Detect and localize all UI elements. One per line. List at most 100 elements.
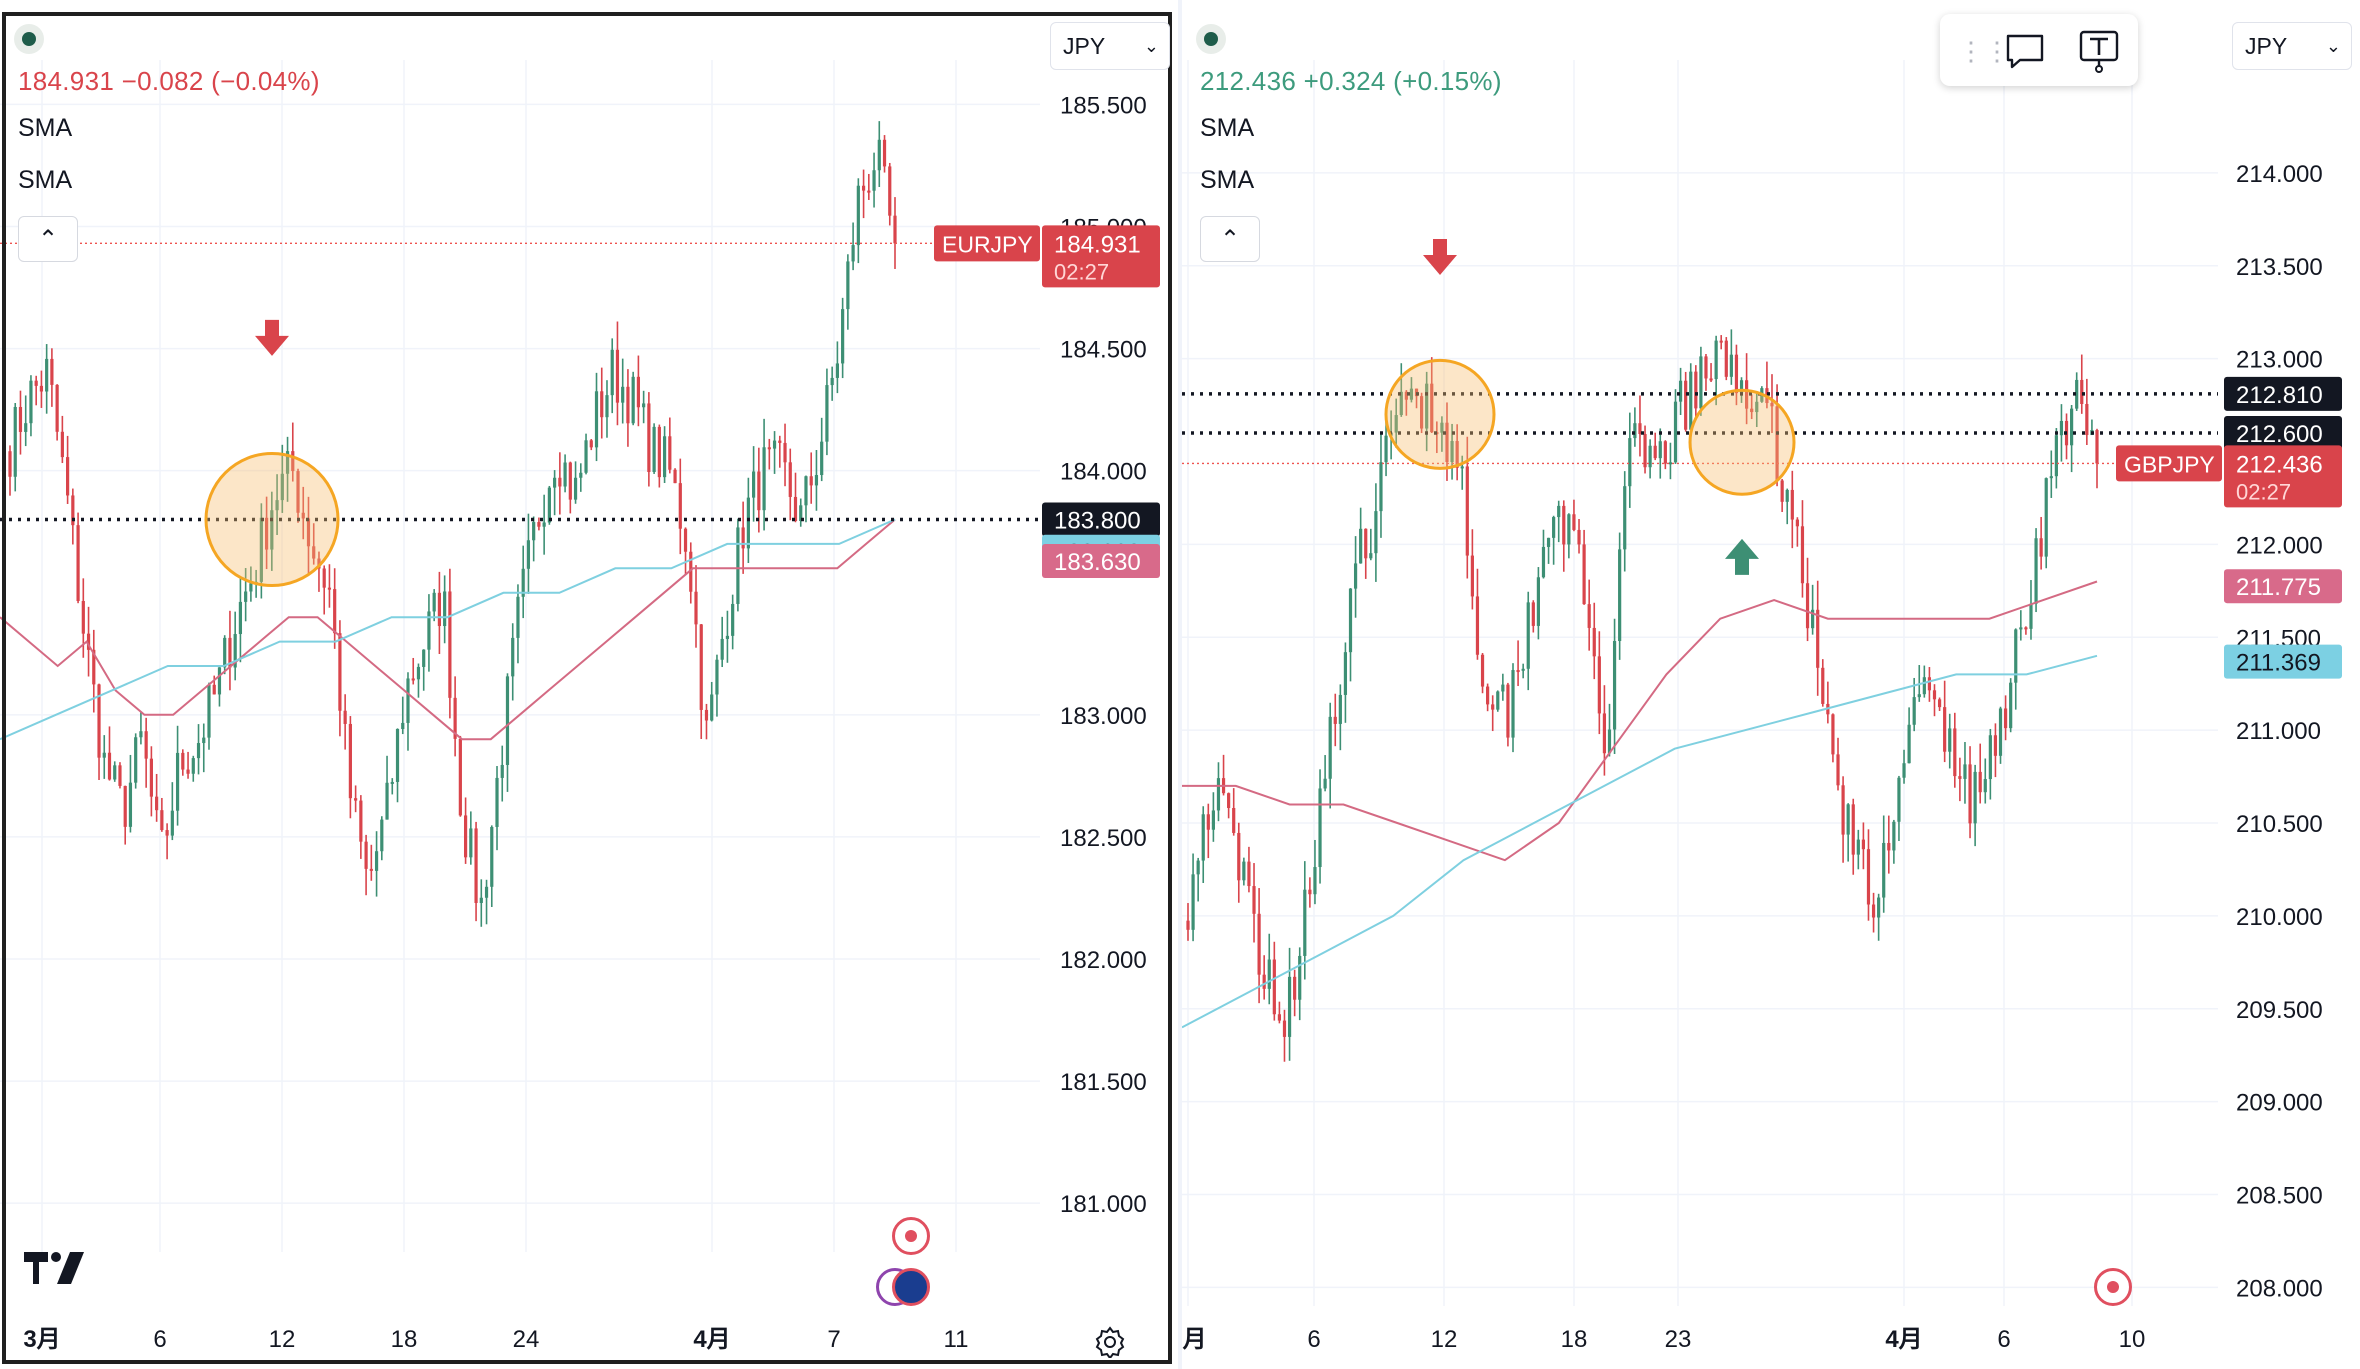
x-tick-label: 10 xyxy=(2119,1326,2146,1353)
eu-flag-event-icon[interactable] xyxy=(892,1268,930,1306)
arrow-down-icon[interactable] xyxy=(1423,239,1457,276)
sma-indicator-label-2[interactable]: SMA xyxy=(18,166,73,194)
candle-body xyxy=(1546,537,1551,547)
last-price-tag: 184.931 xyxy=(1054,231,1141,258)
candle-body xyxy=(259,517,263,582)
highlight-circle[interactable] xyxy=(204,452,340,587)
candle-body xyxy=(657,426,661,478)
candle-body xyxy=(1262,974,1266,989)
candle-body xyxy=(1460,466,1464,469)
sma-indicator-label-1[interactable]: SMA xyxy=(18,114,73,142)
candle-body xyxy=(24,423,28,432)
text-tool-icon[interactable] xyxy=(2076,28,2122,74)
arrow-down-icon[interactable] xyxy=(255,319,289,356)
currency-select[interactable]: JPY ⌄ xyxy=(2232,22,2352,70)
economic-event-icon[interactable] xyxy=(2094,1268,2132,1306)
candle-body xyxy=(97,684,101,758)
candle-body xyxy=(1287,976,1292,1037)
candle-body xyxy=(390,781,394,784)
candle-body xyxy=(338,633,342,711)
candle-body xyxy=(647,403,651,473)
candle-body xyxy=(1557,505,1561,518)
candle-body xyxy=(1882,842,1886,898)
y-tick-label: 181.000 xyxy=(1060,1191,1147,1218)
level-tag-212600: 212.600 xyxy=(2236,421,2323,448)
candle-body xyxy=(662,436,667,478)
chart-pane-gbpjpy[interactable]: 3月 6 12 18 23 4月 6 10 214.000 213.500 213.000 212.0… xyxy=(1182,0,2360,1369)
candle-body xyxy=(139,731,143,738)
candle-body xyxy=(45,358,49,392)
candle-body xyxy=(1404,391,1408,400)
candle-body xyxy=(579,472,583,478)
candle-body xyxy=(1953,728,1957,777)
candle-body xyxy=(526,540,531,569)
candle-body xyxy=(772,440,777,449)
chart-gbpjpy[interactable]: 3月 6 12 18 23 4月 6 10 214.000 213.500 213.000 212.0… xyxy=(1182,0,2360,1369)
candle-body xyxy=(1633,423,1637,439)
candle-body xyxy=(542,522,546,527)
y-tick-label: 209.500 xyxy=(2236,997,2323,1024)
candle-body xyxy=(589,440,593,448)
candle-body xyxy=(710,694,714,721)
candle-body xyxy=(348,723,352,799)
x-tick-label: 23 xyxy=(1665,1326,1692,1353)
arrow-up-icon[interactable] xyxy=(1725,538,1759,575)
economic-event-icon[interactable] xyxy=(892,1217,930,1255)
chart-pane-eurjpy[interactable]: 3月61218244月711185.500185.000184.500184.0… xyxy=(0,0,1178,1369)
candle-body xyxy=(1526,602,1530,669)
candle-body xyxy=(1943,707,1947,752)
settings-gear-icon[interactable] xyxy=(1094,1326,1126,1358)
highlight-circle[interactable] xyxy=(1688,388,1796,496)
highlight-circle[interactable] xyxy=(1384,358,1496,470)
symbol-status-dot[interactable] xyxy=(14,24,44,54)
collapse-legend-button[interactable]: ⌃ xyxy=(18,216,78,262)
candle-body xyxy=(532,522,536,541)
candle-body xyxy=(1892,821,1896,851)
candle-body xyxy=(553,477,557,488)
candle-body xyxy=(1379,462,1383,512)
x-tick-label: 3月 xyxy=(1182,1326,1207,1353)
candle-body xyxy=(170,810,174,836)
candle-body xyxy=(2049,476,2053,479)
candle-body xyxy=(1562,505,1566,545)
candle-body xyxy=(1399,391,1403,416)
sma-indicator-label-1[interactable]: SMA xyxy=(1200,114,1255,142)
y-tick-label: 182.000 xyxy=(1060,947,1147,974)
countdown-timer: 02:27 xyxy=(2236,479,2291,504)
collapse-legend-button[interactable]: ⌃ xyxy=(1200,216,1260,262)
comment-icon[interactable] xyxy=(2002,28,2048,74)
candle-body xyxy=(1374,511,1378,554)
candle-body xyxy=(511,637,515,677)
candle-body xyxy=(1232,808,1236,833)
candle-body xyxy=(196,743,201,759)
pane-divider[interactable] xyxy=(1178,0,1182,1369)
candle-body xyxy=(893,215,897,244)
candle-body xyxy=(830,377,834,386)
sma-tag-211775: 211.775 xyxy=(2236,574,2321,601)
currency-select[interactable]: JPY ⌄ xyxy=(1050,22,1170,70)
candle-body xyxy=(1501,684,1505,692)
candle-body xyxy=(411,678,415,681)
candle-body xyxy=(1323,778,1327,789)
tradingview-logo-icon[interactable] xyxy=(24,1252,86,1284)
sma-indicator-label-2[interactable]: SMA xyxy=(1200,166,1255,194)
candle-body xyxy=(741,527,745,549)
candle-body xyxy=(2009,682,2013,729)
symbol-status-dot[interactable] xyxy=(1196,24,1226,54)
candle-body xyxy=(888,166,892,216)
candle-body xyxy=(1638,423,1642,434)
candle-body xyxy=(1475,596,1480,655)
candle-body xyxy=(1623,486,1627,550)
candle-body xyxy=(516,596,520,638)
drag-handle-icon[interactable]: ⋮⋮ xyxy=(1958,36,2010,66)
candle-body xyxy=(401,722,405,729)
candle-body xyxy=(804,476,808,506)
candle-body xyxy=(322,568,326,588)
y-tick-label: 213.000 xyxy=(2236,347,2323,374)
chart-eurjpy[interactable]: 3月61218244月711185.500185.000184.500184.0… xyxy=(0,0,1178,1369)
candle-body xyxy=(568,462,572,500)
candle-body xyxy=(306,518,311,547)
candle-body xyxy=(1836,754,1840,786)
candle-body xyxy=(1897,777,1901,822)
candle-body xyxy=(1785,489,1789,502)
